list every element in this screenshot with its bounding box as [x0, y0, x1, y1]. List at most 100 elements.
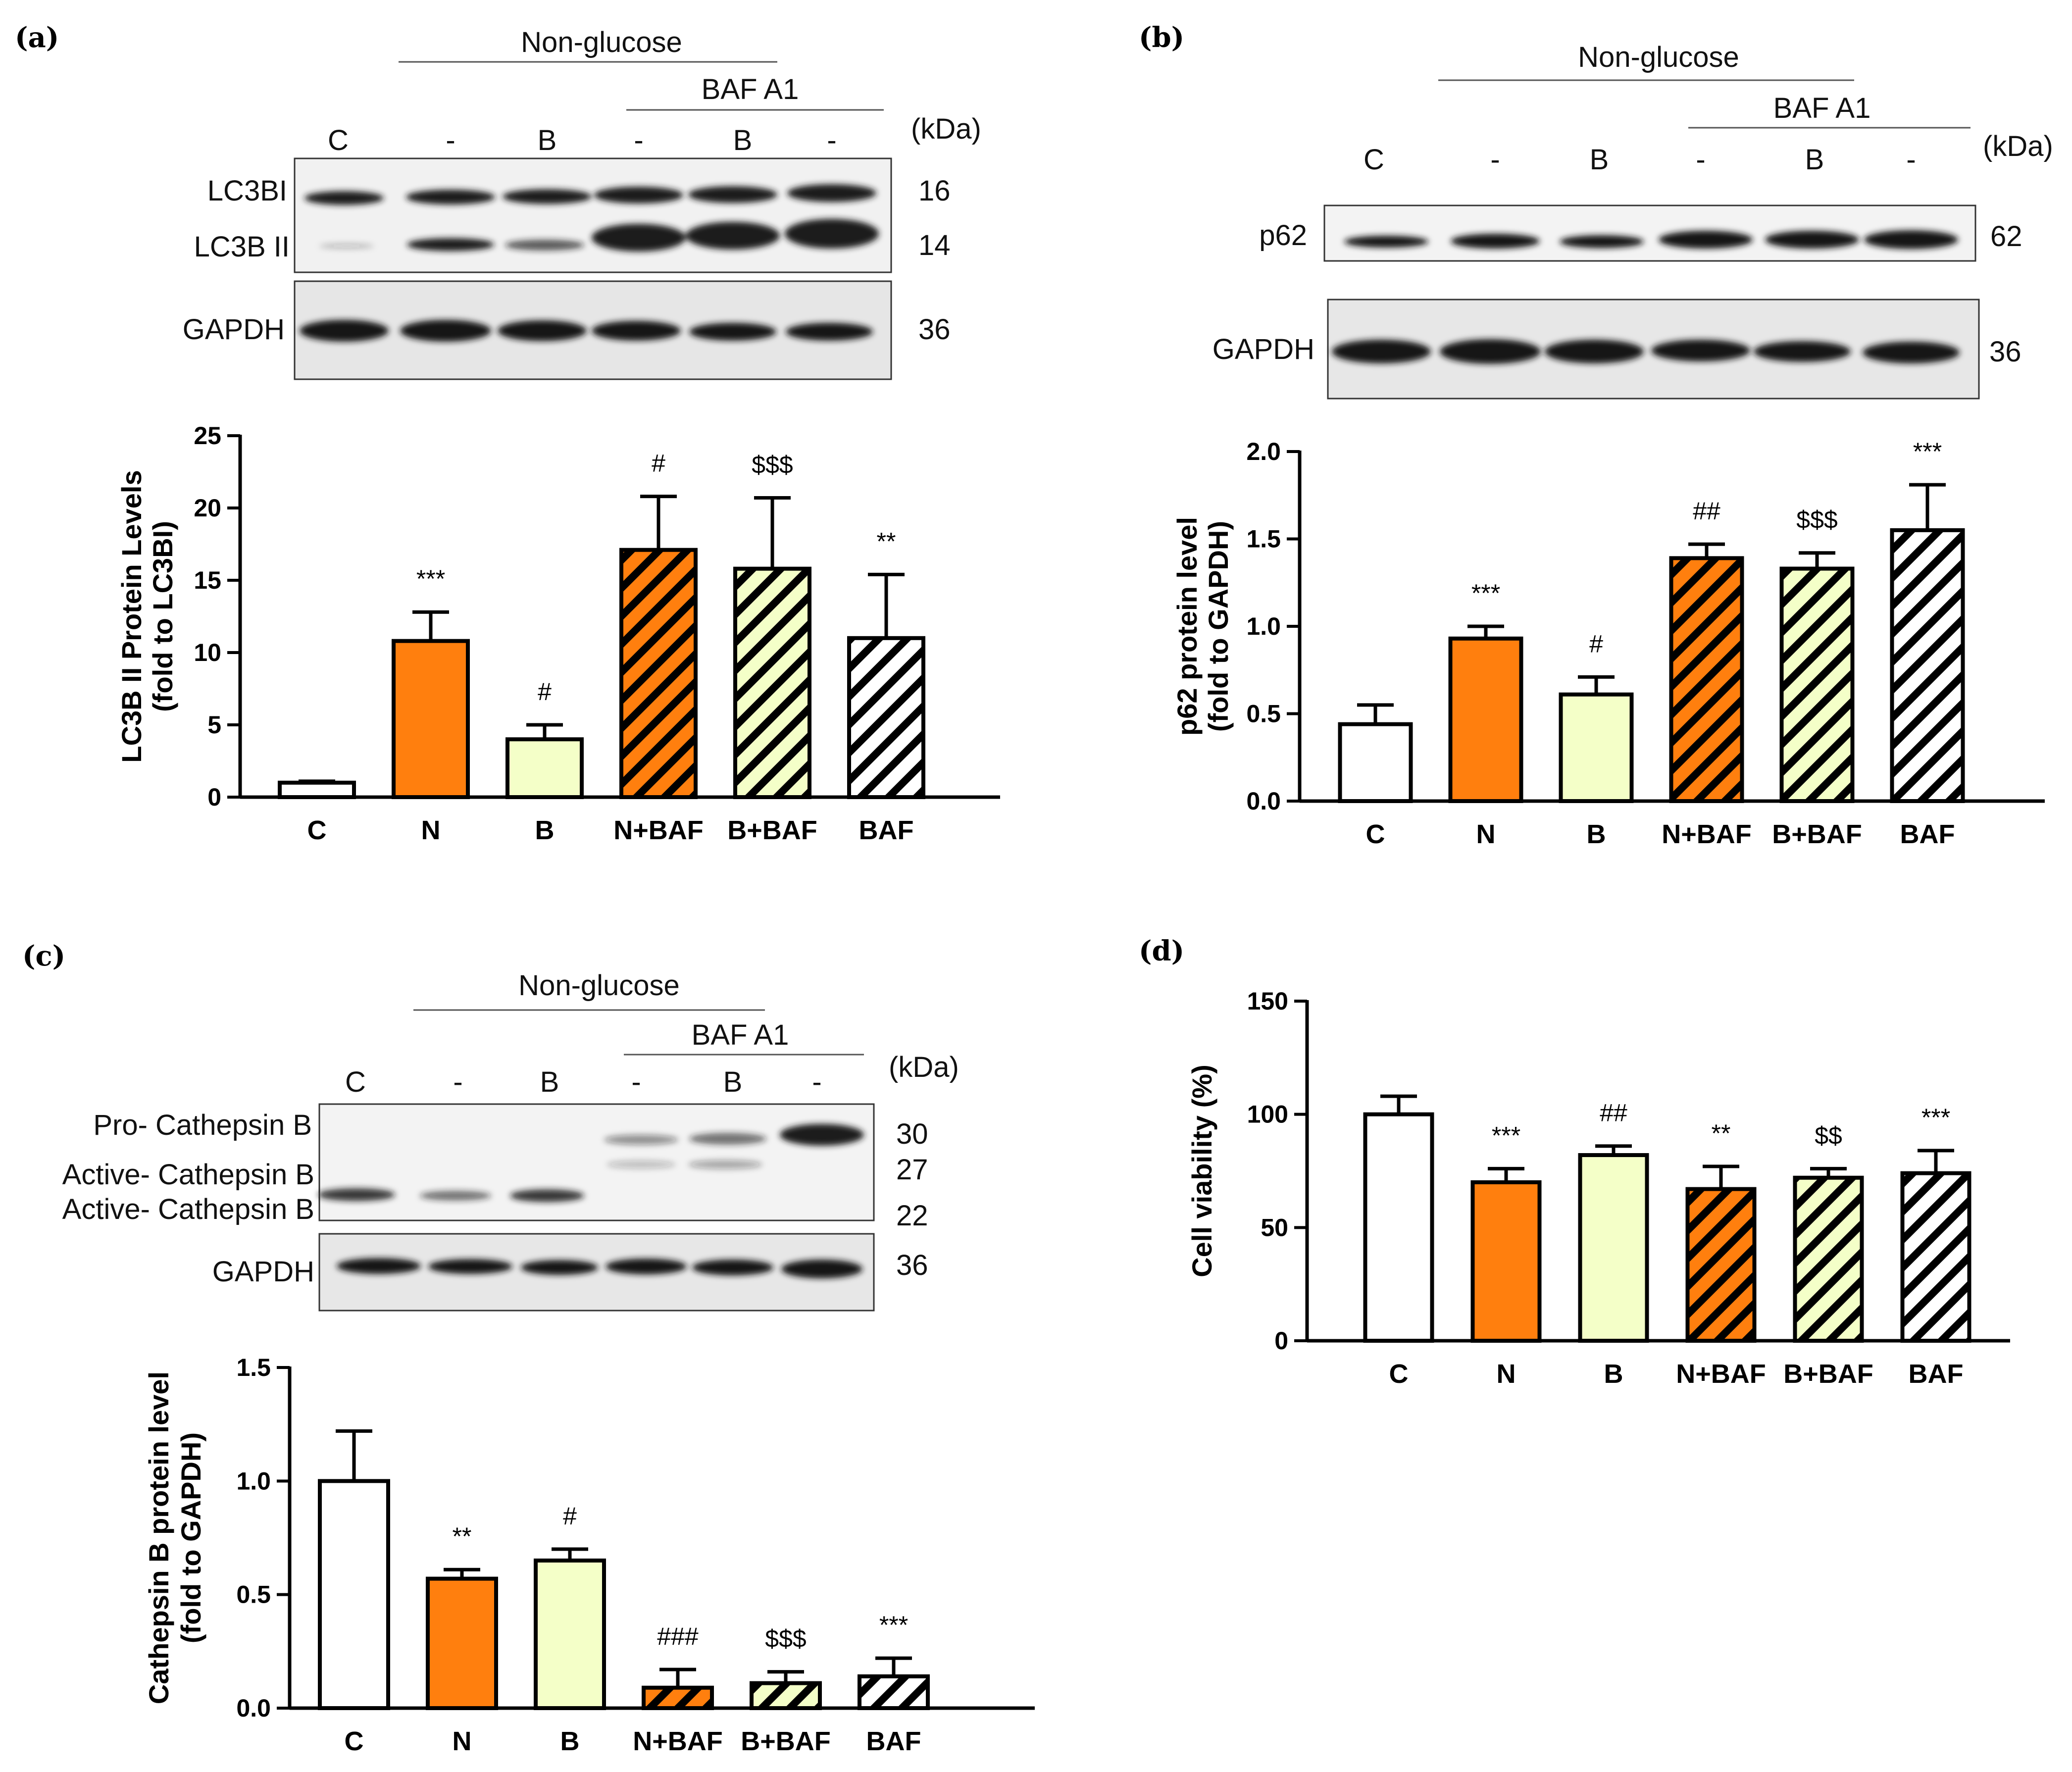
bar-baf — [1900, 1171, 1971, 1343]
blot-c-band-pro: Pro- Cathepsin B — [93, 1109, 312, 1141]
blot-b: Non-glucose BAF A1 C - B - B - (kDa) p62… — [1213, 41, 2053, 400]
blot-a-kda-36: 36 — [918, 313, 951, 346]
bar-c — [1363, 1112, 1434, 1343]
blot-c-lane-1: C — [345, 1066, 366, 1098]
category-label: B+BAF — [741, 1726, 831, 1756]
y-axis-title: (fold to LC3BI) — [147, 521, 178, 712]
bar-b — [1578, 1153, 1649, 1343]
y-tick-label: 0.5 — [1246, 700, 1281, 728]
blot-a-lane-4: - — [634, 124, 643, 156]
bar-b — [505, 737, 584, 799]
y-tick-label: 0 — [207, 783, 221, 811]
blot-b-kda-36: 36 — [1989, 336, 2021, 368]
category-label: N — [453, 1726, 472, 1756]
significance-label: # — [563, 1502, 577, 1530]
significance-label: ** — [1712, 1119, 1731, 1147]
y-tick-label: 5 — [207, 711, 221, 739]
bar-b-baf — [1793, 1175, 1864, 1343]
y-tick-label: 1.0 — [236, 1467, 271, 1495]
y-tick-label: 1.0 — [1246, 612, 1281, 640]
blot-c-subgroup-label: BAF A1 — [692, 1019, 789, 1051]
y-axis-title: Cell viability (%) — [1186, 1064, 1217, 1277]
blot-b-lane-6: - — [1906, 144, 1916, 176]
y-tick-label: 2.0 — [1246, 438, 1281, 465]
bar-b-baf — [750, 1681, 822, 1710]
significance-label: *** — [1913, 438, 1942, 465]
y-tick-label: 0.5 — [236, 1581, 271, 1609]
bar-n — [392, 639, 470, 799]
blot-a-band-lc3bi: LC3BI — [207, 175, 287, 207]
significance-label: # — [652, 450, 665, 477]
blot-a-kda-14: 14 — [918, 229, 951, 261]
y-tick-label: 0.0 — [236, 1694, 271, 1722]
significance-label: *** — [879, 1611, 908, 1639]
panel-label-d: (d) — [1139, 935, 1184, 967]
significance-label: ## — [1600, 1099, 1627, 1127]
blot-a-lane-3: B — [538, 124, 557, 156]
blot-c-lane-3: B — [540, 1066, 559, 1098]
blot-b-band-gapdh: GAPDH — [1213, 333, 1314, 365]
chart-d: 0 50 100 150 Cell viability (%) C N *** B ## N+BAF… — [1186, 987, 2010, 1389]
bar-baf — [858, 1674, 930, 1710]
y-axis-title: (fold to GAPDH) — [175, 1432, 206, 1643]
significance-label: $$$ — [765, 1625, 806, 1653]
category-label: B+BAF — [727, 815, 817, 845]
category-label: N+BAF — [613, 815, 704, 845]
blot-b-lane-3: B — [1590, 144, 1609, 176]
y-axis-title: p62 protein level — [1171, 517, 1203, 736]
bar-b-baf — [733, 566, 811, 799]
bar-baf — [847, 636, 925, 800]
bar-n-baf — [619, 548, 698, 800]
significance-label: *** — [416, 565, 445, 593]
chart-b: 0.0 0.5 1.0 1.5 2.0 p62 protein level (fold to… — [1171, 438, 2045, 849]
significance-label: # — [1589, 630, 1603, 658]
bar-baf — [1890, 528, 1965, 803]
category-label: BAF — [1900, 819, 1955, 849]
significance-label: ** — [453, 1522, 472, 1550]
blot-b-group-label: Non-glucose — [1578, 41, 1739, 73]
blot-a-lane-6: - — [827, 124, 836, 156]
bar-n — [1448, 636, 1523, 803]
significance-label: *** — [1921, 1104, 1950, 1131]
blot-c-band-active-2: Active- Cathepsin B — [62, 1193, 314, 1225]
y-tick-label: 25 — [194, 422, 221, 450]
category-label: B+BAF — [1783, 1359, 1873, 1389]
significance-label: $$$ — [752, 451, 793, 479]
blot-c-group-label: Non-glucose — [518, 969, 680, 1002]
category-label: C — [307, 815, 327, 845]
bar-n — [426, 1576, 498, 1711]
significance-label: # — [538, 678, 552, 706]
category-label: B+BAF — [1772, 819, 1862, 849]
blot-b-lane-5: B — [1805, 144, 1824, 176]
category-label: BAF — [859, 815, 914, 845]
category-label: C — [1389, 1359, 1409, 1389]
category-label: B — [1604, 1359, 1623, 1389]
blot-b-lane-4: - — [1696, 144, 1705, 176]
y-tick-label: 15 — [194, 566, 221, 594]
category-label: B — [535, 815, 555, 845]
blot-c-band-active-1: Active- Cathepsin B — [62, 1159, 314, 1191]
blot-a-subgroup-label: BAF A1 — [702, 73, 799, 105]
y-tick-label: 0 — [1274, 1327, 1288, 1355]
chart-c: 0.0 0.5 1.0 1.5 Cathepsin B protein level (fo… — [143, 1354, 1035, 1756]
blot-a-group-label: Non-glucose — [521, 26, 682, 58]
bar-n-baf — [642, 1685, 714, 1710]
category-label: B — [560, 1726, 580, 1756]
y-tick-label: 1.5 — [1246, 525, 1281, 553]
category-label: N — [1497, 1359, 1516, 1389]
y-tick-label: 0.0 — [1246, 787, 1281, 815]
blot-b-subgroup-label: BAF A1 — [1773, 92, 1871, 124]
blot-a-lane-1: C — [328, 124, 349, 156]
category-label: C — [1366, 819, 1385, 849]
blot-a-band-lc3bii: LC3B II — [194, 231, 290, 263]
blot-c-kda-36: 36 — [896, 1249, 928, 1281]
panel-label-c: (c) — [22, 940, 65, 972]
y-axis-title: (fold to GAPDH) — [1203, 521, 1234, 732]
category-label: BAF — [1909, 1359, 1964, 1389]
blot-b-band-p62: p62 — [1259, 219, 1307, 252]
category-label: N — [1476, 819, 1496, 849]
blot-c-lane-6: - — [812, 1066, 821, 1098]
blot-a-kda-16: 16 — [918, 175, 951, 207]
category-label: C — [345, 1726, 364, 1756]
